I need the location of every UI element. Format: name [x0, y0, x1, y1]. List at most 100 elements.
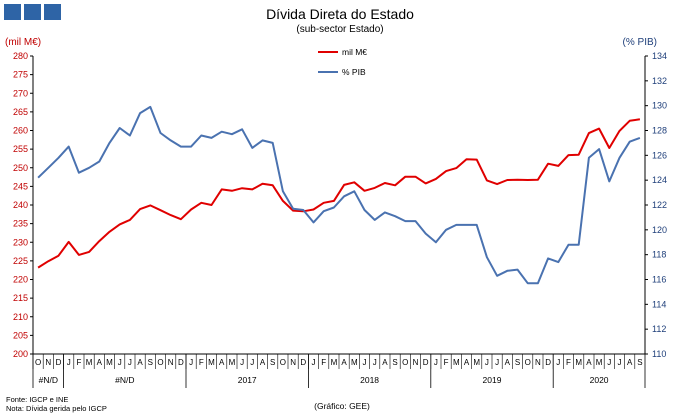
month-label: J	[240, 358, 244, 367]
right-tick-label: 122	[652, 200, 667, 210]
month-label: J	[250, 358, 254, 367]
legend-label-red: mil M€	[342, 47, 367, 57]
month-label: J	[607, 358, 611, 367]
month-label: M	[208, 358, 215, 367]
plot-area: 200 205 210 215 220 225 230 235 240 245 250 255 260 2…	[13, 51, 667, 388]
right-axis-unit: (% PIB)	[623, 37, 657, 48]
right-tick-label: 116	[652, 275, 666, 285]
month-label: M	[351, 358, 358, 367]
month-label: S	[392, 358, 397, 367]
logo-square	[44, 4, 61, 20]
month-label: J	[485, 358, 489, 367]
month-label: D	[178, 358, 184, 367]
month-label: A	[464, 358, 470, 367]
left-tick-label: 235	[13, 219, 28, 229]
chart-title: Dívida Direta do Estado	[266, 6, 414, 22]
month-label: J	[373, 358, 377, 367]
month-label: D	[300, 358, 306, 367]
right-tick-label: 130	[652, 101, 667, 111]
month-label: S	[270, 358, 275, 367]
chart-subtitle: (sub-sector Estado)	[296, 24, 383, 35]
month-label: J	[118, 358, 122, 367]
left-tick-label: 280	[13, 51, 28, 61]
month-label: N	[413, 358, 419, 367]
right-tick-label: 112	[652, 324, 666, 334]
left-tick-label: 245	[13, 181, 28, 191]
month-label: J	[189, 358, 193, 367]
month-label: A	[382, 358, 388, 367]
series-line-debt-meur	[37, 118, 641, 269]
month-label: A	[219, 358, 225, 367]
chart-credit: (Gráfico: GEE)	[314, 401, 370, 411]
left-tick-label: 220	[13, 275, 28, 285]
group-label: #N/D	[39, 375, 58, 385]
month-label: M	[575, 358, 582, 367]
left-tick-label: 260	[13, 126, 28, 136]
left-tick-label: 230	[13, 237, 28, 247]
month-label: J	[312, 358, 316, 367]
month-label: F	[444, 358, 449, 367]
month-label: J	[67, 358, 71, 367]
month-label: M	[86, 358, 93, 367]
source-note: Fonte: IGCP e INE	[6, 395, 68, 404]
month-label: S	[515, 358, 520, 367]
right-tick-label: 124	[652, 175, 667, 185]
month-label: N	[535, 358, 541, 367]
month-label: O	[157, 358, 163, 367]
right-tick-label: 110	[652, 349, 666, 359]
right-tick-label: 126	[652, 150, 667, 160]
month-label: A	[97, 358, 103, 367]
month-label: A	[260, 358, 266, 367]
month-label: M	[106, 358, 113, 367]
month-label: O	[35, 358, 41, 367]
right-tick-label: 114	[652, 299, 666, 309]
logo	[4, 4, 61, 20]
month-label: J	[618, 358, 622, 367]
month-label: J	[363, 358, 367, 367]
logo-square	[24, 4, 41, 20]
logo-square	[4, 4, 21, 20]
left-tick-label: 240	[13, 200, 28, 210]
debt-note: Nota: Dívida gerida pelo IGCP	[6, 404, 107, 413]
month-label: D	[545, 358, 551, 367]
month-label: M	[331, 358, 338, 367]
right-tick-label: 132	[652, 76, 667, 86]
month-label: S	[637, 358, 642, 367]
left-tick-label: 275	[13, 70, 28, 80]
month-label: M	[453, 358, 460, 367]
month-label: O	[280, 358, 286, 367]
legend-label-blue: % PIB	[342, 67, 366, 77]
right-tick-label: 118	[652, 250, 666, 260]
month-label: M	[229, 358, 236, 367]
month-label: F	[76, 358, 81, 367]
month-label: A	[137, 358, 143, 367]
month-label: N	[168, 358, 174, 367]
month-label: A	[586, 358, 592, 367]
month-label: A	[627, 358, 633, 367]
month-label: F	[566, 358, 571, 367]
left-tick-label: 210	[13, 312, 28, 322]
group-label: 2017	[238, 375, 257, 385]
month-label: A	[341, 358, 347, 367]
month-label: A	[505, 358, 511, 367]
left-tick-label: 200	[13, 349, 28, 359]
left-tick-label: 265	[13, 107, 28, 117]
month-label: J	[556, 358, 560, 367]
month-label: J	[434, 358, 438, 367]
left-tick-label: 225	[13, 256, 28, 266]
month-label: N	[290, 358, 296, 367]
legend: mil M€ % PIB	[318, 47, 367, 77]
month-label: N	[45, 358, 51, 367]
month-label: J	[128, 358, 132, 367]
left-tick-label: 270	[13, 88, 28, 98]
right-tick-label: 120	[652, 225, 667, 235]
series-line-debt-pct-gdp	[37, 105, 641, 285]
month-label: J	[495, 358, 499, 367]
right-tick-label: 128	[652, 126, 667, 136]
month-label: S	[148, 358, 153, 367]
right-tick-label: 134	[652, 51, 667, 61]
month-label: O	[402, 358, 408, 367]
group-label: #N/D	[115, 375, 134, 385]
left-tick-label: 250	[13, 163, 28, 173]
